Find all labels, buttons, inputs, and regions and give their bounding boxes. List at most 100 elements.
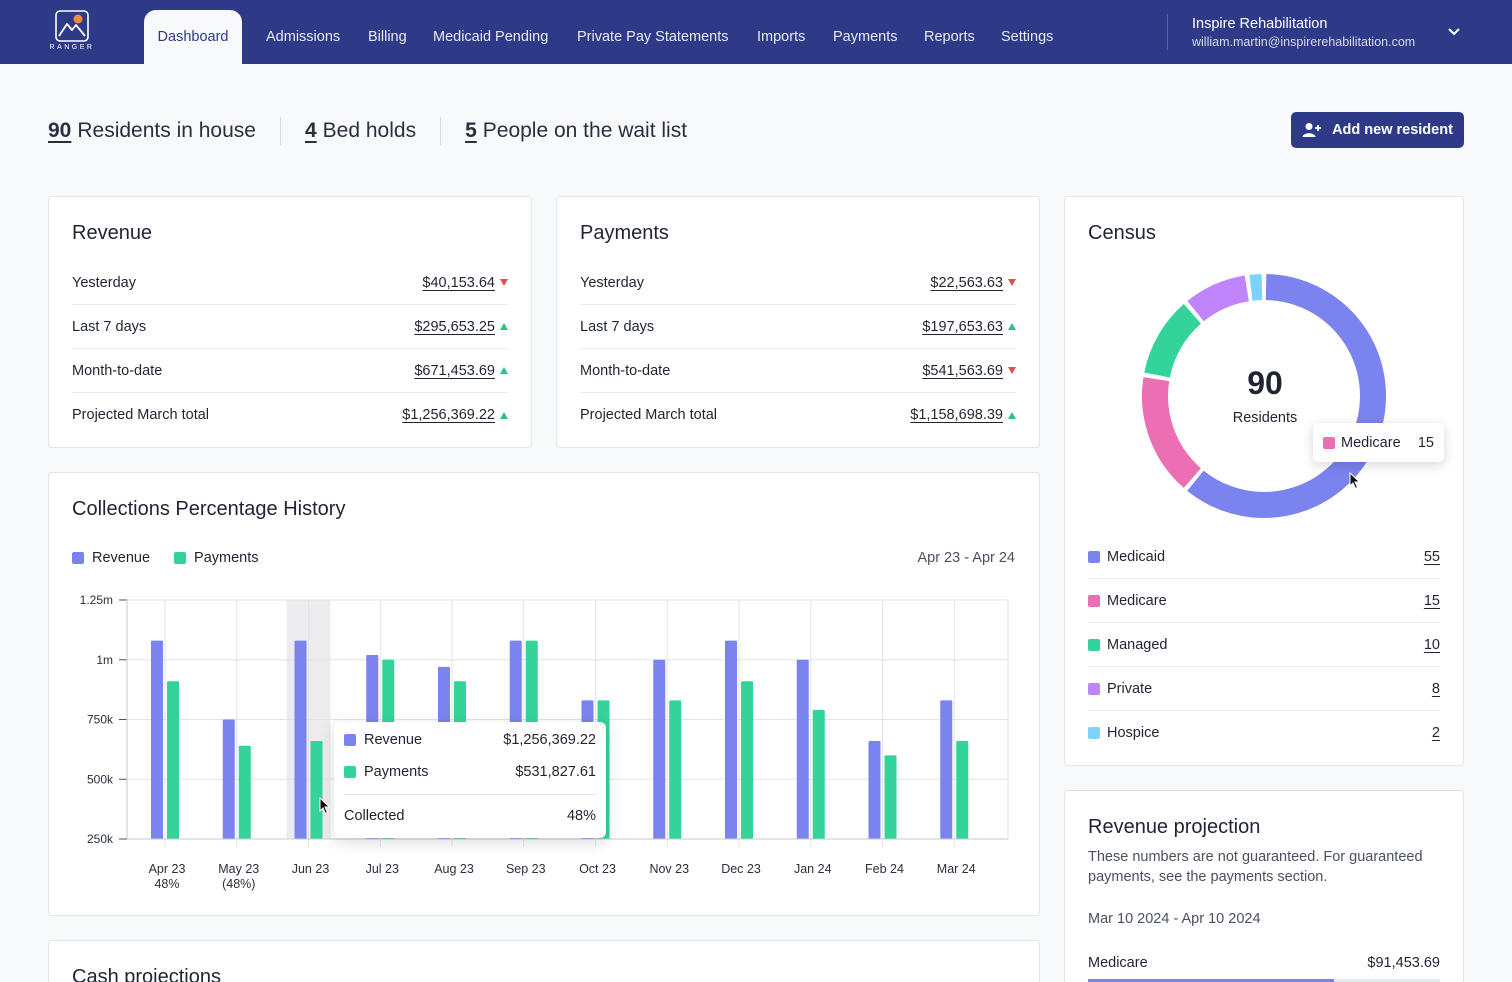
census-row-value[interactable]: 8 <box>1431 680 1440 697</box>
tooltip-collected-row: Collected 48% <box>344 808 596 824</box>
tooltip-revenue-label: Revenue <box>364 732 423 748</box>
tooltip-revenue-row: Revenue $1,256,369.22 <box>344 732 596 748</box>
census-row-private: Private 8 <box>1088 667 1440 711</box>
revenue-row-value[interactable]: $40,153.64 <box>422 274 495 291</box>
tab-dashboard[interactable]: Dashboard <box>144 10 242 64</box>
census-row-value[interactable]: 10 <box>1423 636 1440 653</box>
payments-row-value[interactable]: $1,158,698.39 <box>910 407 1003 423</box>
account-name[interactable]: Inspire Rehabilitation <box>1192 16 1328 32</box>
legend-revenue-label: Revenue <box>92 550 151 566</box>
account-email[interactable]: william.martin@inspirerehabilitation.com <box>1192 35 1416 49</box>
y-tick-label: 250k <box>87 832 114 846</box>
tab-imports[interactable]: Imports <box>757 29 806 45</box>
revenue-row-projected: Projected March total $1,256,369.22 <box>72 393 508 437</box>
hospice-swatch <box>1088 727 1100 739</box>
census-row-label: Hospice <box>1107 725 1160 741</box>
revenue-row-value[interactable]: $671,453.69 <box>414 362 495 379</box>
payments-row-value[interactable]: $22,563.63 <box>930 274 1003 291</box>
tab-admissions[interactable]: Admissions <box>266 29 341 45</box>
revenue-row-value[interactable]: $1,256,369.22 <box>402 407 495 423</box>
residents-stat[interactable]: 90 Residents in house <box>48 117 281 145</box>
add-new-resident-button[interactable]: Add new resident <box>1291 112 1464 148</box>
mountain-logo-icon <box>55 10 89 42</box>
x-tick-label: Jan 24 <box>794 862 832 876</box>
payments-row-yesterday: Yesterday $22,563.63 <box>580 261 1016 305</box>
ranger-logo[interactable]: RANGER <box>46 10 98 54</box>
payments-row-value[interactable]: $197,653.63 <box>922 318 1003 335</box>
payments-row-value[interactable]: $541,563.69 <box>922 362 1003 379</box>
census-row-label: Private <box>1107 680 1153 697</box>
waitlist-count[interactable]: 5 <box>465 119 477 142</box>
payments-row-projected: Projected March total $1,158,698.39 <box>580 393 1016 437</box>
census-row-value[interactable]: 2 <box>1431 725 1440 741</box>
bar-revenue <box>796 659 809 839</box>
revenue-row-label: Last 7 days <box>72 318 147 335</box>
tab-payments[interactable]: Payments <box>833 29 898 45</box>
chart-tooltip: Revenue $1,256,369.22 Payments $531,827.… <box>334 722 606 838</box>
x-tick-label: Aug 23 <box>434 862 474 876</box>
legend-payments[interactable]: Payments <box>174 550 259 566</box>
chevron-down-icon[interactable] <box>1446 26 1462 38</box>
tab-medicaid-pending[interactable]: Medicaid Pending <box>433 29 549 45</box>
x-tick-label: May 23 <box>218 862 259 876</box>
projection-progress-bar <box>1088 979 1440 982</box>
x-tick-label: Jul 23 <box>366 862 399 876</box>
payments-row-label: Projected March total <box>580 407 718 423</box>
x-tick-sublabel: (48%) <box>222 877 255 891</box>
revenue-row-yesterday: Yesterday $40,153.64 <box>72 261 508 305</box>
logo-text: RANGER <box>49 44 95 51</box>
x-tick-label: Apr 23 <box>149 862 186 876</box>
revenue-projection-dates[interactable]: Mar 10 2024 - Apr 10 2024 <box>1088 911 1261 927</box>
bed-holds-label: Bed holds <box>322 119 417 142</box>
revenue-swatch <box>72 552 84 564</box>
tab-reports[interactable]: Reports <box>924 29 975 45</box>
trend-up-icon <box>1008 411 1016 419</box>
tab-settings[interactable]: Settings <box>1001 29 1054 45</box>
cash-projections-title: Cash projections <box>72 966 221 982</box>
donut-tooltip-value: 15 <box>1417 434 1434 451</box>
y-tick-label: 750k <box>87 713 114 727</box>
x-tick-sublabel: 48% <box>154 877 179 891</box>
tab-private-pay-statements[interactable]: Private Pay Statements <box>577 29 729 45</box>
bar-payments <box>238 745 251 839</box>
payments-row-label: Last 7 days <box>580 318 655 335</box>
bar-payments <box>310 741 323 839</box>
census-row-medicaid: Medicaid 55 <box>1088 535 1440 579</box>
x-tick-label: Sep 23 <box>506 862 546 876</box>
bar-payments <box>956 741 969 839</box>
payments-row-label: Month-to-date <box>580 362 671 379</box>
residents-count[interactable]: 90 <box>48 119 72 142</box>
revenue-row-label: Projected March total <box>72 407 210 423</box>
legend-revenue[interactable]: Revenue <box>72 550 150 566</box>
tab-billing[interactable]: Billing <box>368 29 407 45</box>
census-total-label: Residents <box>1232 410 1298 426</box>
mouse-cursor-icon <box>1349 472 1361 490</box>
bed-holds-count[interactable]: 4 <box>304 119 317 142</box>
bar-payments <box>167 681 179 839</box>
payments-title: Payments <box>580 222 669 244</box>
payments-swatch <box>344 766 356 778</box>
revenue-projection-card: Revenue projection These numbers are not… <box>1064 790 1464 982</box>
waitlist-stat[interactable]: 5 People on the wait list <box>465 117 711 145</box>
stats-bar: 90 Residents in house 4 Bed holds 5 People … <box>48 116 735 146</box>
revenue-row-label: Month-to-date <box>72 362 163 379</box>
revenue-row-month-to-date: Month-to-date $671,453.69 <box>72 349 508 393</box>
revenue-projection-description: These numbers are not guaranteed. For gu… <box>1088 849 1423 885</box>
census-title: Census <box>1088 222 1156 244</box>
trend-down-icon <box>500 279 508 286</box>
date-range[interactable]: Apr 23 - Apr 24 <box>917 550 1015 566</box>
revenue-row-value[interactable]: $295,653.25 <box>414 318 495 335</box>
census-total: 90 <box>1247 365 1283 401</box>
payments-row-label: Yesterday <box>580 274 644 291</box>
census-row-value[interactable]: 55 <box>1423 548 1440 565</box>
top-nav: RANGER Dashboard Admissions Billing Medi… <box>0 0 1512 64</box>
payments-row-month-to-date: Month-to-date $541,563.69 <box>580 349 1016 393</box>
mouse-cursor-icon <box>319 797 331 815</box>
x-tick-label: Oct 23 <box>579 862 616 876</box>
private-swatch <box>1088 682 1100 695</box>
census-row-value[interactable]: 15 <box>1423 592 1440 609</box>
add-new-resident-label: Add new resident <box>1332 122 1453 138</box>
x-tick-label: Jun 23 <box>292 862 330 876</box>
bed-holds-stat[interactable]: 4 Bed holds <box>304 117 442 145</box>
add-user-icon <box>1302 123 1322 137</box>
